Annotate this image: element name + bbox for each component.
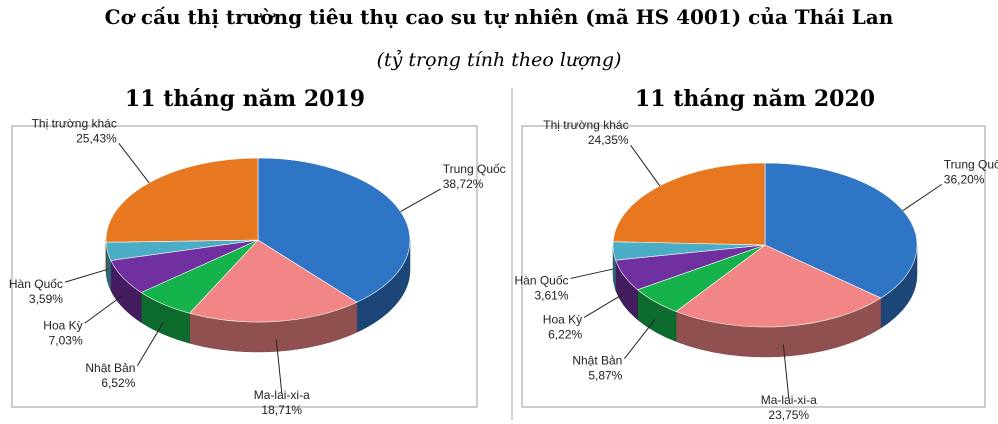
slice-label: Ma-lai-xi-a (761, 393, 817, 407)
slice-label: Hoa Kỳ (43, 318, 82, 332)
leader-line (64, 268, 108, 283)
leader-line (583, 293, 625, 318)
slice-label: Nhật Bản (85, 361, 135, 375)
slice-label: Nhật Bản (572, 354, 622, 368)
chart-title: 11 tháng năm 2020 (635, 86, 875, 112)
chart-frame (11, 125, 478, 408)
slice-label: Trung Quốc (944, 157, 998, 171)
slice-label: Thị trường khác (543, 118, 628, 132)
leader-line (630, 144, 661, 187)
slice-value-label: 36,20% (944, 172, 985, 186)
leader-line (570, 268, 614, 279)
slice-label: Hoa Kỳ (543, 312, 582, 326)
slice-label: Trung Quốc (443, 162, 506, 176)
slice (189, 239, 358, 323)
slice-value-label: 18,71% (261, 403, 302, 417)
slice-value-label: 6,22% (548, 327, 582, 341)
slice-label: Hàn Quốc (9, 277, 63, 291)
leader-line (118, 143, 150, 184)
page-title: Cơ cấu thị trường tiêu thụ cao su tự nhi… (105, 5, 894, 29)
slice-label: Thị trường khác (32, 116, 117, 130)
slice-value-label: 6,52% (101, 376, 135, 390)
leader-line (84, 294, 124, 324)
page-subtitle: (tỷ trọng tính theo lượng) (377, 49, 622, 71)
slice-value-label: 3,59% (29, 292, 63, 306)
leader-line (275, 339, 283, 394)
slice-value-label: 38,72% (443, 177, 484, 191)
slice-value-label: 23,75% (768, 408, 809, 422)
slice-value-label: 5,87% (588, 369, 622, 383)
leader-line (623, 319, 656, 359)
leader-line (136, 321, 164, 367)
leader-line (782, 344, 790, 399)
slice-value-label: 25,43% (76, 131, 117, 145)
slice-value-label: 7,03% (49, 333, 83, 347)
chart-title: 11 tháng năm 2019 (125, 86, 365, 112)
slice-value-label: 24,35% (588, 133, 629, 147)
slice-label: Hàn Quốc (514, 273, 568, 287)
chart-frame (521, 125, 986, 408)
leader-line (400, 188, 442, 212)
slice-value-label: 3,61% (534, 288, 568, 302)
slice (105, 157, 259, 243)
slice (612, 162, 766, 246)
slice (675, 244, 882, 328)
slice-label: Ma-lai-xi-a (254, 388, 310, 402)
leader-line (902, 183, 943, 211)
